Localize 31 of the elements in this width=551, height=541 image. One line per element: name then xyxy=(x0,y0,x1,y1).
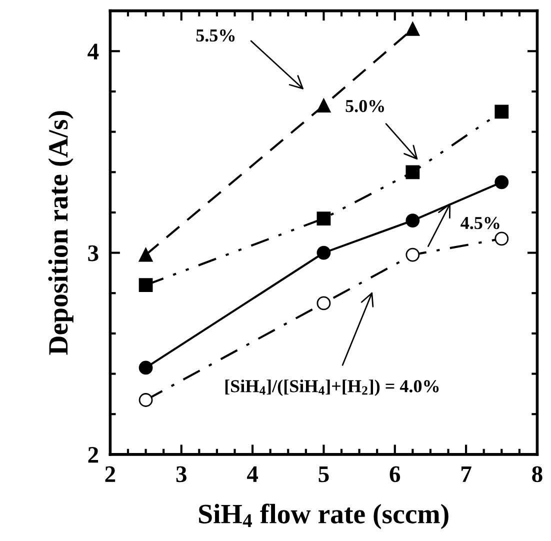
annotation: 5.0% xyxy=(346,100,384,112)
x-tick-label: 6 xyxy=(390,466,400,482)
point xyxy=(316,246,331,260)
y-axis-title: Deposition rate (A/s) xyxy=(48,111,74,355)
annotation: [SiH$_{4}$]/([SiH$_{4}$]+[H$_{2}$]) = 4.0% xyxy=(225,380,439,396)
annotation: 5.5% xyxy=(196,29,235,42)
point xyxy=(138,248,153,262)
point xyxy=(494,175,509,190)
point xyxy=(316,98,331,113)
point xyxy=(406,214,420,228)
x-tick-label: 8 xyxy=(532,466,542,482)
point xyxy=(316,296,331,310)
point xyxy=(138,360,153,375)
x-tick-label: 3 xyxy=(176,466,186,482)
annotation: 4.5% xyxy=(460,216,500,230)
point xyxy=(138,393,153,407)
x-axis-title: SiH$_{4}$ flow rate (sccm) xyxy=(199,504,448,530)
point xyxy=(138,278,153,292)
x-tick-label: 7 xyxy=(462,466,472,482)
point xyxy=(316,212,331,226)
x-tick-label: 5 xyxy=(318,466,329,482)
point xyxy=(406,165,420,180)
x-tick-label: 4 xyxy=(246,466,258,482)
point xyxy=(406,22,420,36)
point xyxy=(494,232,509,246)
y-tick-label: 2 xyxy=(88,446,98,463)
point xyxy=(406,248,420,262)
y-tick-label: 4 xyxy=(88,44,99,60)
point xyxy=(494,104,509,119)
x-tick-label: 2 xyxy=(105,466,116,482)
y-tick-label: 3 xyxy=(88,245,98,262)
